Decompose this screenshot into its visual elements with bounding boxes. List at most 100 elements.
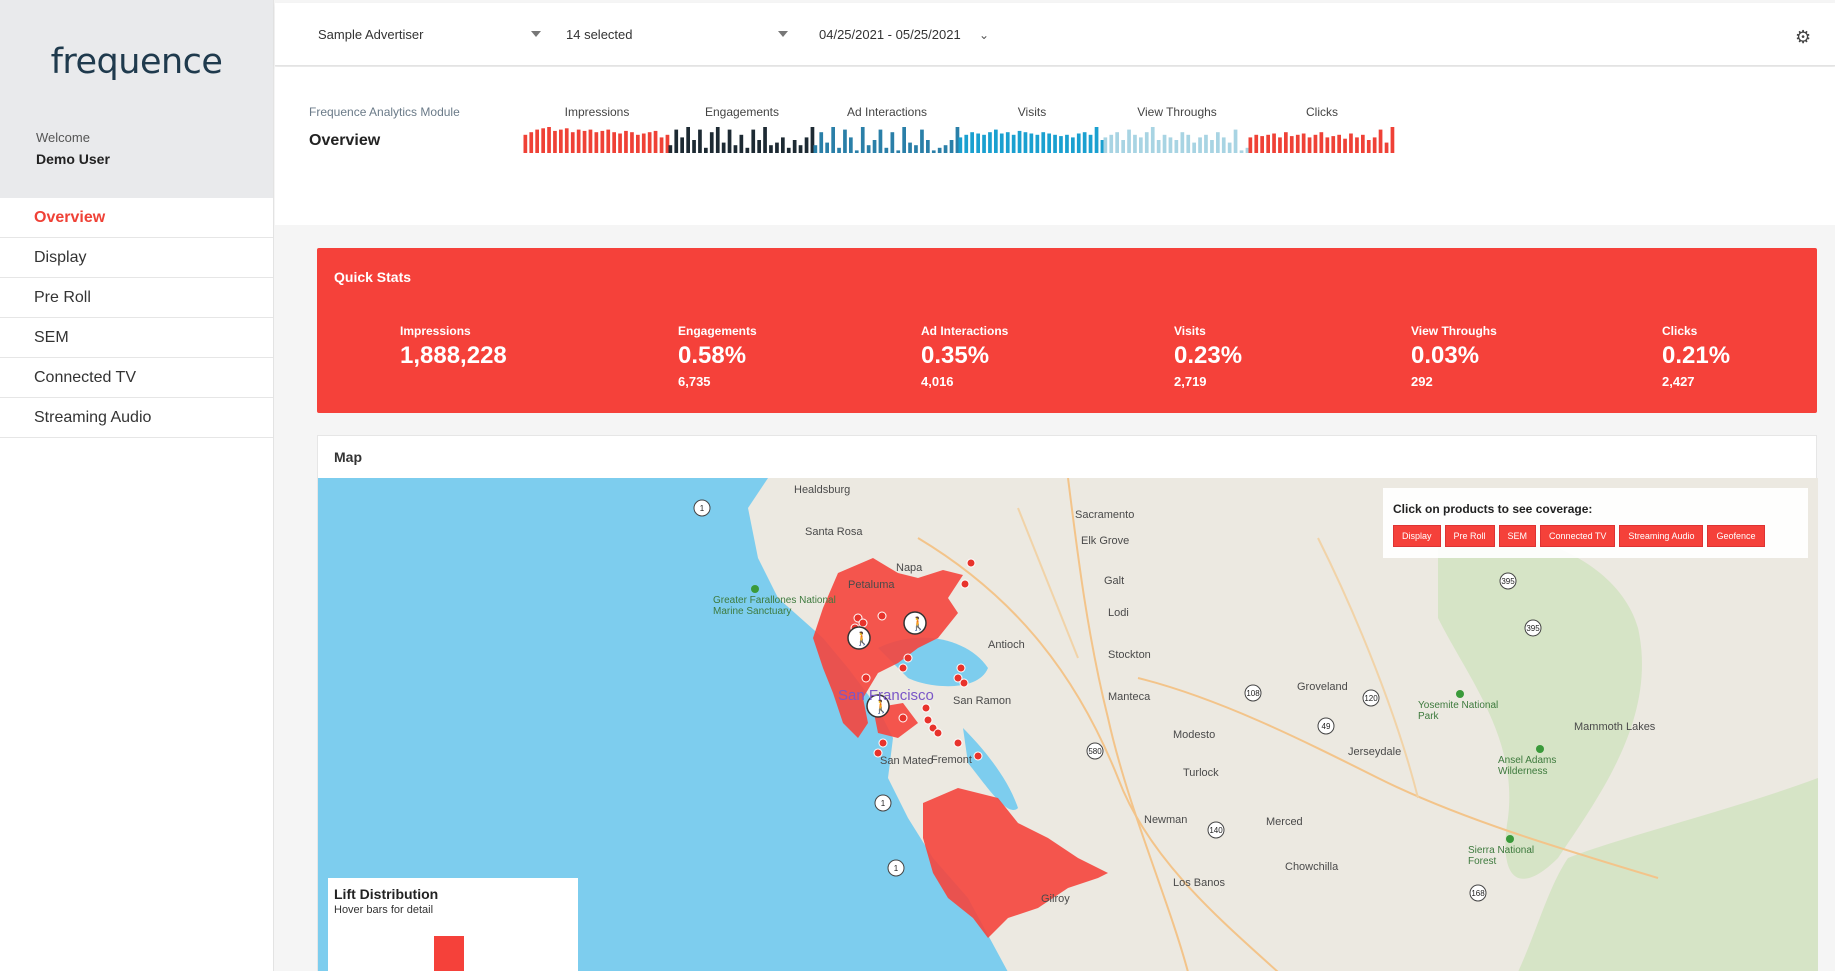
sparkline-bar (647, 132, 652, 153)
sparkline-bar (1266, 134, 1270, 153)
coverage-streaming-audio-button[interactable]: Streaming Audio (1619, 525, 1704, 547)
forest-sierra (1438, 532, 1642, 879)
chevron-down-icon[interactable] (531, 31, 541, 37)
road (1317, 537, 1419, 799)
sparkline-bar (943, 145, 948, 153)
chevron-down-icon[interactable] (778, 31, 788, 37)
campaign-select[interactable]: 14 selected (566, 27, 633, 42)
sparkline-bar (1109, 134, 1114, 153)
stat-label: Engagements (678, 324, 757, 338)
geofence-marker (858, 618, 868, 628)
sparkline-bar (988, 132, 992, 153)
sparkline-bar (751, 129, 756, 153)
sidebar-item-display[interactable]: Display (0, 238, 273, 278)
sparkline-bar (1192, 142, 1196, 153)
geofence-marker (923, 715, 933, 725)
sparkline-bar (1071, 137, 1075, 153)
sparkline-bar (769, 145, 773, 153)
place-label: Gilroy (1041, 893, 1070, 905)
sparkline-bar (1337, 134, 1341, 153)
sparkline-ad-interactions[interactable]: Ad Interactions (813, 105, 961, 153)
route-shield-label: 49 (1322, 722, 1331, 731)
sparkline-bar (618, 133, 622, 153)
coverage-connected-tv-button[interactable]: Connected TV (1540, 525, 1616, 547)
stat-view-throughs: View Throughs 0.03% 292 (1411, 324, 1497, 389)
lift-title: Lift Distribution (334, 886, 439, 902)
sparkline-impressions[interactable]: Impressions (523, 105, 671, 153)
sparkline-engagements[interactable]: Engagements (668, 105, 816, 153)
sparkline-bar (1076, 133, 1081, 153)
sparkline-bar (1295, 134, 1300, 153)
sparkline-bar (1082, 132, 1087, 153)
coverage-display-button[interactable]: Display (1393, 525, 1441, 547)
stat-label: View Throughs (1411, 324, 1497, 338)
place-label: Sacramento (1075, 509, 1134, 521)
route-shield-icon (1086, 742, 1104, 760)
geofence-marker (878, 738, 888, 748)
gear-icon[interactable]: ⚙ (1795, 27, 1812, 47)
stat-engagements: Engagements 0.58% 6,735 (678, 324, 757, 389)
route-shield-icon (1469, 884, 1487, 902)
sparkline-bar (630, 132, 634, 153)
geofence-marker (898, 713, 908, 723)
sidebar-item-streaming-audio[interactable]: Streaming Audio (0, 398, 273, 438)
date-range-select[interactable]: 04/25/2021 - 05/25/2021 (819, 27, 961, 42)
sparkline-bar (653, 130, 658, 153)
forest-south (1518, 778, 1818, 971)
sparkline-bar (1278, 137, 1282, 153)
sparkline-bar (970, 132, 974, 153)
sparkline-visits[interactable]: Visits (958, 105, 1106, 153)
sparkline-view-throughs[interactable]: View Throughs (1103, 105, 1251, 153)
coverage-sem-button[interactable]: SEM (1498, 525, 1537, 547)
place-label: Manteca (1108, 691, 1151, 703)
sparkline-bar (564, 128, 569, 153)
advertiser-select[interactable]: Sample Advertiser (318, 27, 424, 42)
sparkline-bar (680, 137, 684, 153)
sparkline-bar (890, 132, 895, 153)
sparkline-bar (1115, 132, 1119, 153)
park-icon (751, 585, 759, 593)
coverage-map[interactable]: 🚶 🚶 🚶 Healdsburg Santa Rosa Petaluma Napa Sacra… (318, 478, 1818, 971)
sparkline-bar (866, 145, 871, 153)
walking-person-glyph: 🚶 (854, 631, 870, 647)
sidebar-item-sem[interactable]: SEM (0, 318, 273, 358)
sparkline-bar (1005, 132, 1010, 153)
frequence-logo[interactable]: frequence (50, 42, 223, 82)
geofence-marker (861, 673, 871, 683)
sparkline-bar (1174, 140, 1179, 153)
sidebar-item-pre-roll[interactable]: Pre Roll (0, 278, 273, 318)
geofence-marker (966, 558, 976, 568)
coverage-geofence-button[interactable]: Geofence (1707, 525, 1765, 547)
bay-south (963, 728, 1018, 810)
stat-count: 6,735 (678, 374, 711, 389)
coverage-pre-roll-button[interactable]: Pre Roll (1444, 525, 1495, 547)
sparkline-bar (1366, 140, 1371, 153)
sparkline-bar (1011, 134, 1016, 153)
sparkline-bar (733, 145, 738, 153)
sparkline-bar (1245, 147, 1250, 153)
sparkline-bar (1088, 134, 1093, 153)
stat-value: 0.58% (678, 342, 747, 369)
stat-count: 2,719 (1174, 374, 1207, 389)
sparkline-bar (576, 129, 581, 153)
lift-bar[interactable] (434, 936, 464, 971)
chevron-down-icon[interactable]: ⌄ (979, 28, 990, 42)
route-shield-label: 1 (881, 799, 886, 808)
sparkline-clicks[interactable]: Clicks (1248, 105, 1396, 153)
sparkline-bar (668, 145, 673, 153)
stat-value: 0.21% (1662, 342, 1731, 369)
sparkline-bar (1260, 136, 1264, 153)
place-label: Santa Rosa (805, 526, 863, 538)
sidebar-item-overview[interactable]: Overview (0, 198, 273, 238)
stat-count: 2,427 (1662, 374, 1695, 389)
sparkline-bar (745, 147, 750, 153)
sidebar-item-connected-tv[interactable]: Connected TV (0, 358, 273, 398)
sparkline-bar (1198, 137, 1202, 153)
stat-label: Visits (1174, 324, 1206, 338)
sparkline-bar (674, 129, 679, 153)
sparkline-bar (727, 129, 732, 153)
place-label: Chowchilla (1285, 861, 1339, 873)
sparkline-bar (1162, 134, 1167, 153)
coverage-panel: Click on products to see coverage: Displ… (1383, 488, 1808, 558)
